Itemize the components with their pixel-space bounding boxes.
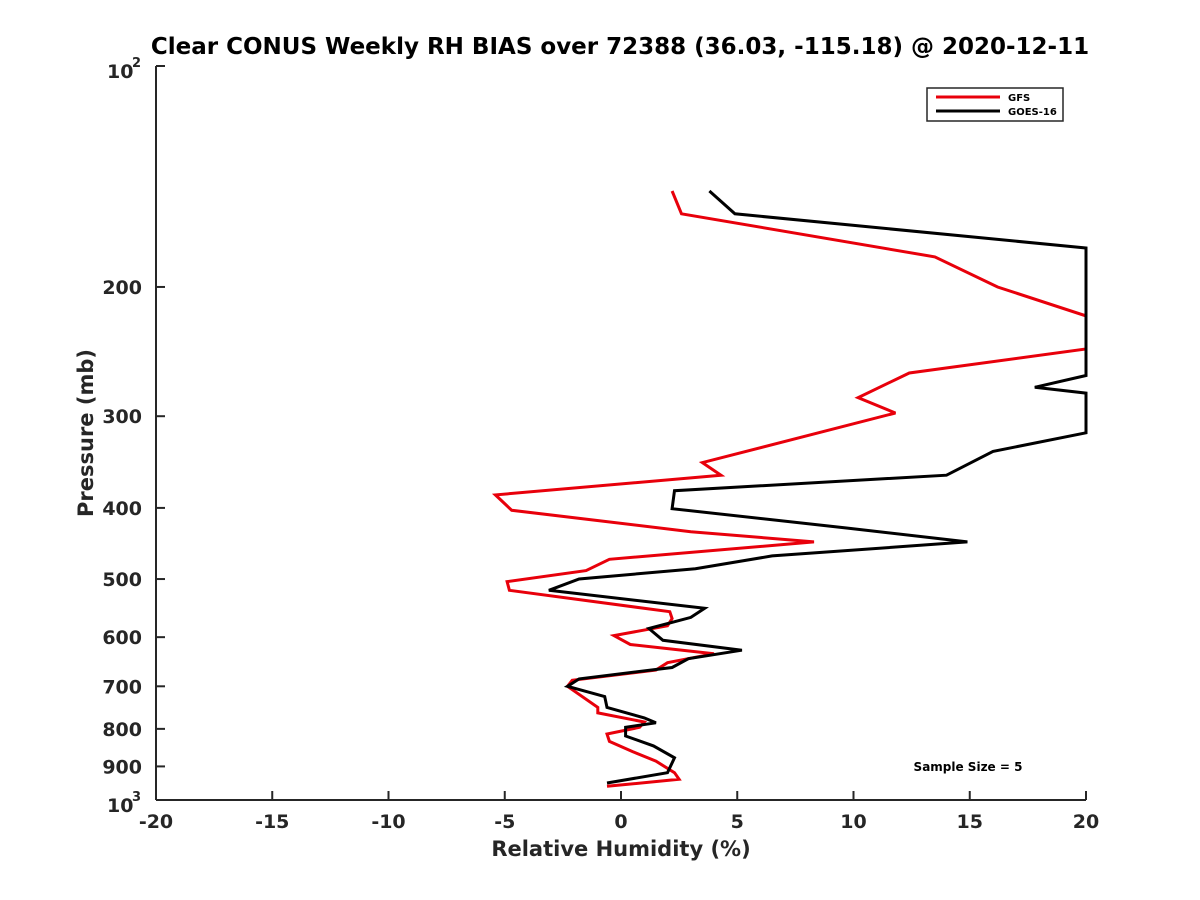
y-tick-label: 200 — [102, 277, 142, 299]
sample-size-annotation: Sample Size = 5 — [914, 760, 1023, 774]
x-tick-label: 5 — [731, 811, 744, 833]
x-tick-label: 0 — [614, 811, 627, 833]
y-tick-label: 900 — [102, 756, 142, 778]
x-tick-label: -20 — [139, 811, 173, 833]
y-tick-label: 400 — [102, 498, 142, 520]
x-tick-label: -10 — [371, 811, 405, 833]
x-tick-label: 20 — [1073, 811, 1099, 833]
y-tick-label: 700 — [102, 676, 142, 698]
y-tick-label: 300 — [102, 406, 142, 428]
series-group — [491, 189, 1088, 788]
x-tick-label: 10 — [840, 811, 866, 833]
y-tick-exponent: 3 — [132, 790, 141, 805]
legend-label-gfs: GFS — [1008, 93, 1030, 104]
chart-title: Clear CONUS Weekly RH BIAS over 72388 (3… — [151, 34, 1089, 60]
series-line-gfs — [491, 190, 1088, 788]
y-tick-label: 500 — [102, 569, 142, 591]
y-tick-label: 10 — [107, 795, 133, 817]
y-tick-exponent: 2 — [132, 56, 141, 71]
y-tick-label: 10 — [107, 61, 133, 83]
y-tick-label: 800 — [102, 719, 142, 741]
x-tick-label: 15 — [957, 811, 983, 833]
series-line-goes16 — [548, 189, 1088, 785]
x-tick-label: -15 — [255, 811, 289, 833]
x-axis-label: Relative Humidity (%) — [491, 837, 750, 861]
x-ticks: -20 -15 -10 -5 0 5 10 15 20 — [139, 791, 1099, 833]
x-tick-label: -5 — [494, 811, 515, 833]
legend-box — [926, 87, 1064, 122]
y-tick-label: 600 — [102, 627, 142, 649]
legend-label-goes16: GOES-16 — [1008, 107, 1057, 118]
y-axis-label: Pressure (mb) — [74, 349, 98, 517]
legend: GFS GOES-16 — [926, 87, 1064, 122]
